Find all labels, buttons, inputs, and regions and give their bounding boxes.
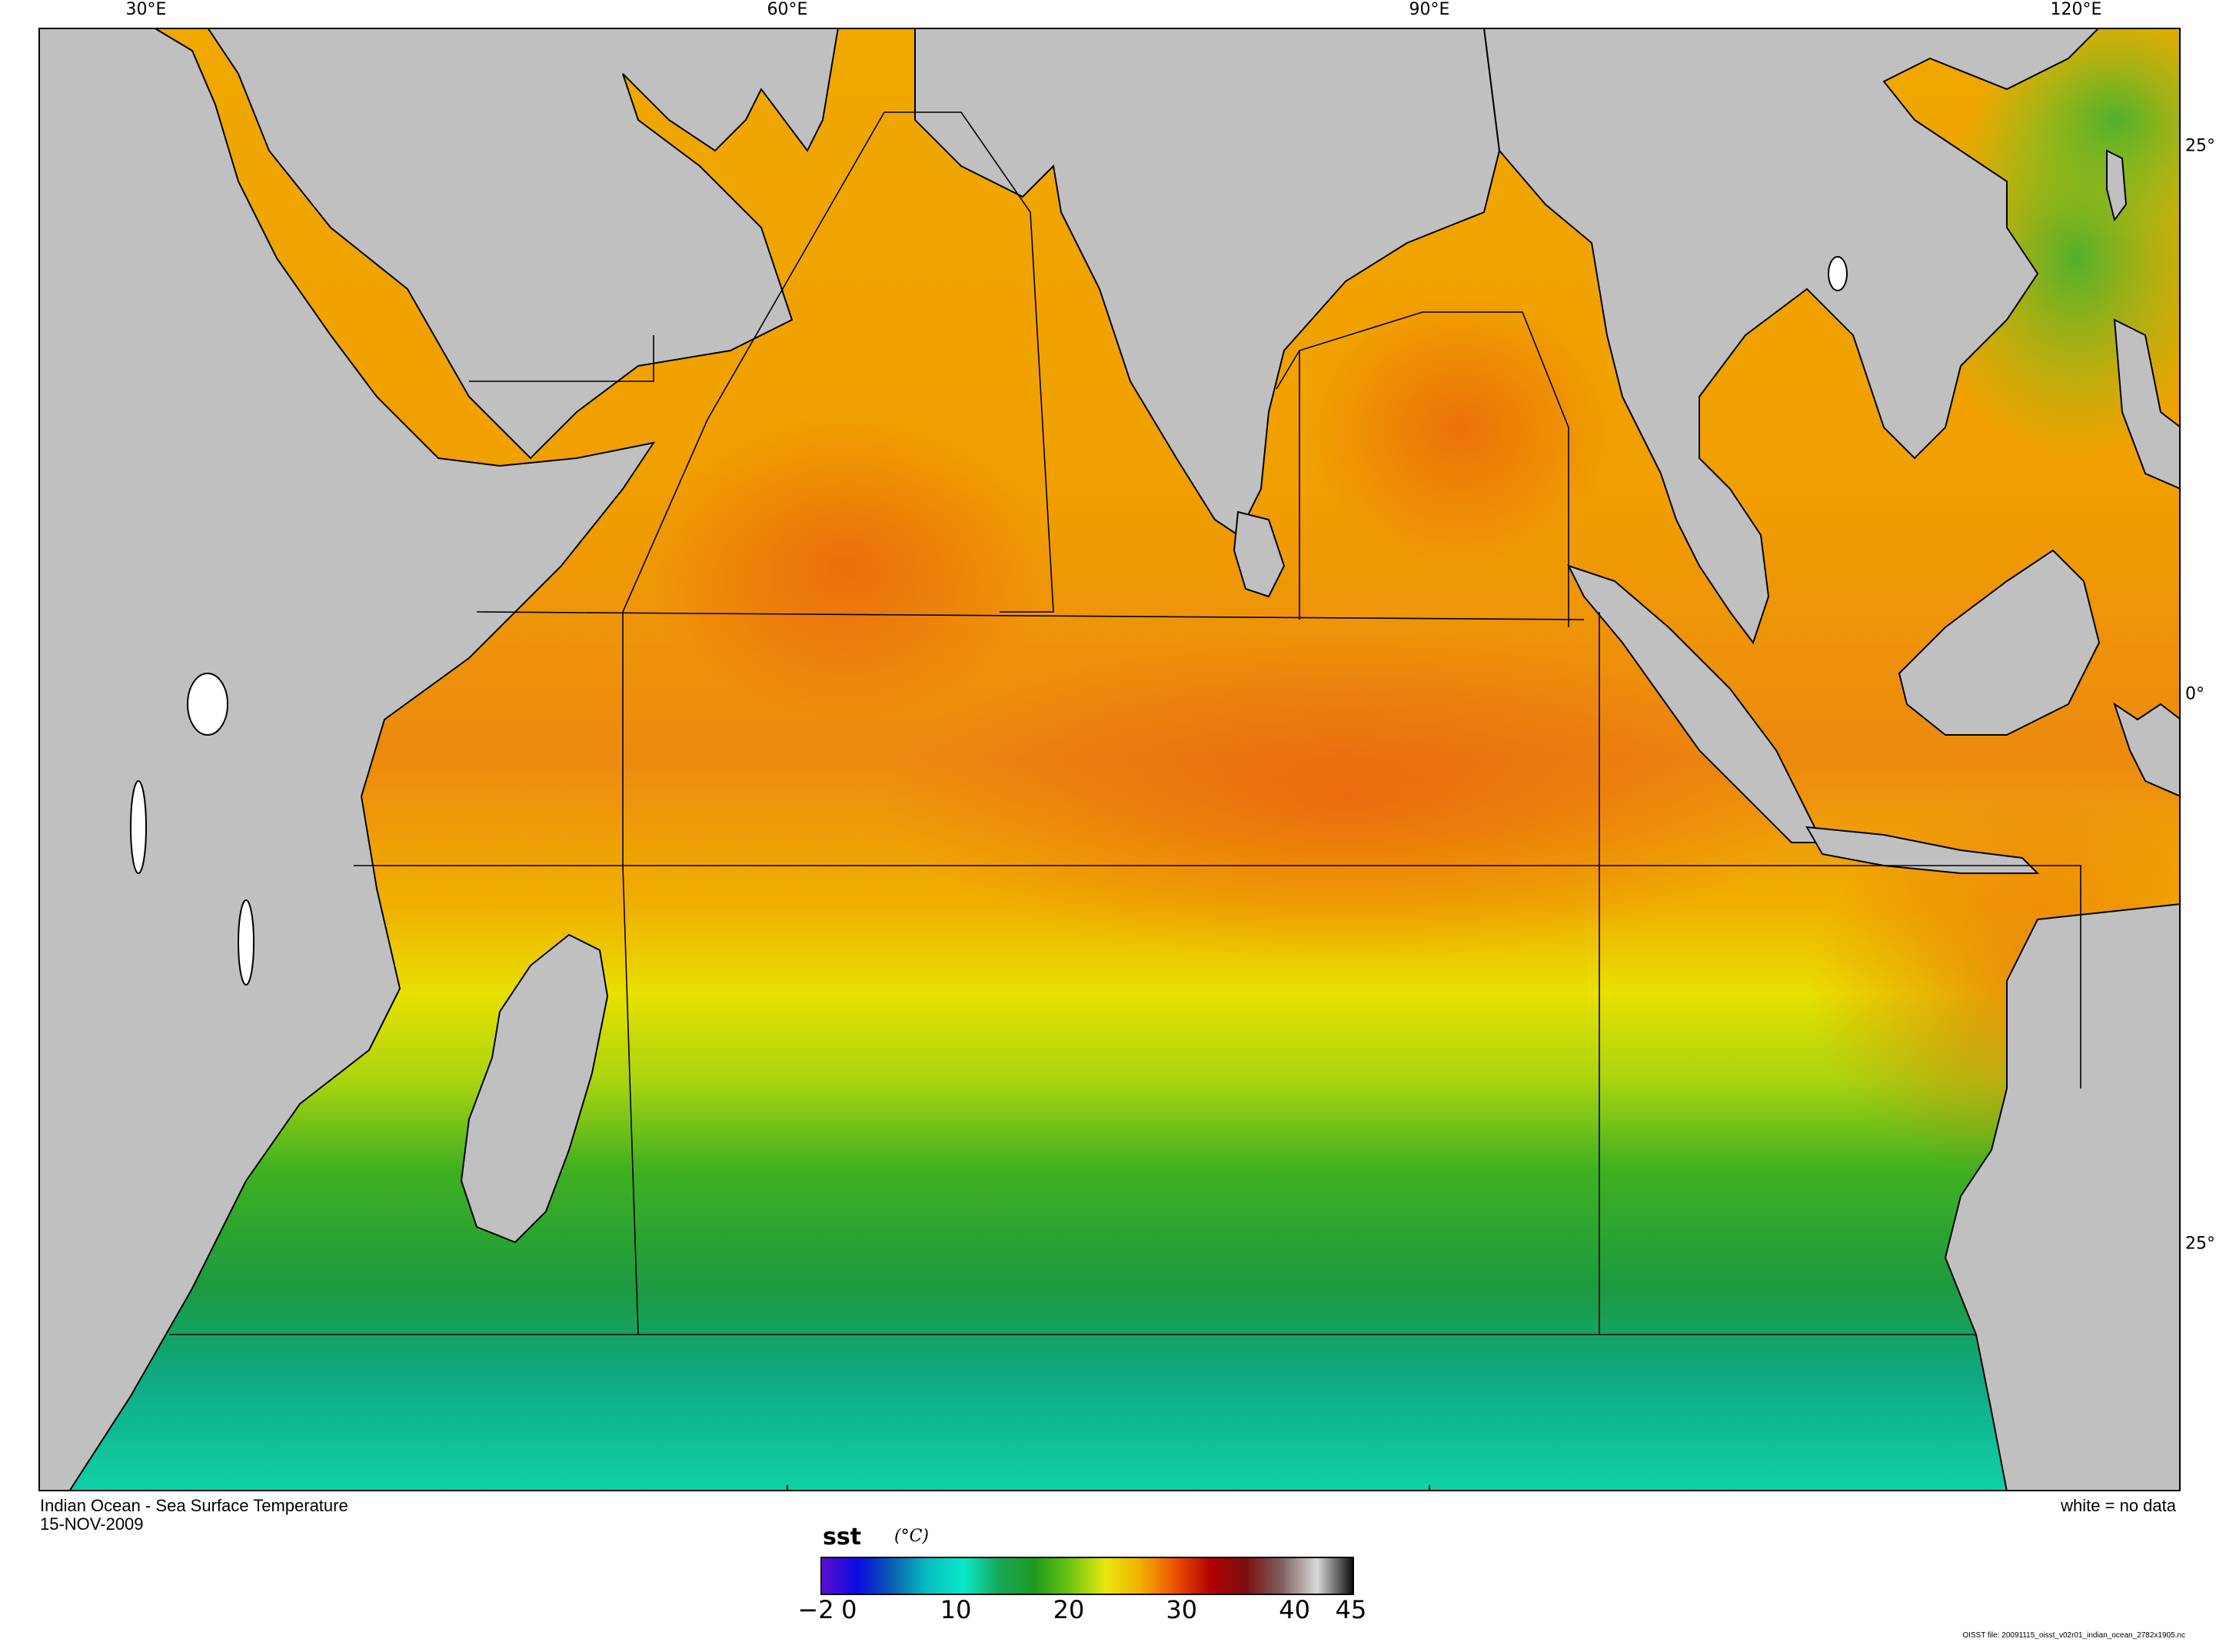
longitude-label-120e: 120°E: [2050, 0, 2102, 19]
latitude-label-25n: 25°: [2185, 136, 2215, 156]
longitude-label-30e: 30°E: [125, 0, 167, 19]
longitude-label-60e: 60°E: [767, 0, 808, 19]
land-sumatra: [1567, 564, 1824, 843]
land-southeast-asia: [1482, 28, 2101, 645]
land-africa-arabia: [38, 28, 840, 460]
longitude-label-90e: 90°E: [1409, 0, 1450, 19]
warm-patch-bay: [1307, 289, 1615, 566]
colorbar-tick-label: 30: [1166, 1595, 1198, 1624]
file-note: OISST file: 20091115_oisst_v02r01_indian…: [1962, 1631, 2185, 1640]
colorbar: [820, 1557, 1354, 1595]
boundary-bay-bengal: [1276, 311, 1569, 627]
latitude-label-0: 0°: [2185, 684, 2204, 704]
colorbar-units: (°C): [894, 1527, 929, 1546]
no-data-lake-malawi: [238, 899, 255, 986]
warm-patch-central: [884, 627, 1807, 966]
boundary-arabian-core: [884, 111, 1054, 613]
colorbar-tick-label: −2: [797, 1595, 834, 1624]
colorbar-variable: sst: [823, 1524, 862, 1551]
land-taiwan: [2106, 149, 2128, 222]
colorbar-tick-label: 0: [841, 1595, 857, 1624]
sst-map: [38, 28, 2181, 1491]
land-java: [1805, 826, 2040, 874]
land-philippines: [2113, 318, 2181, 490]
map-frame: [38, 28, 2181, 1491]
land-borneo: [1898, 549, 2101, 736]
no-data-lake-tonle-sap: [1828, 256, 1848, 291]
colorbar-tick-label: 45: [1335, 1595, 1367, 1624]
green-patch-china: [1976, 28, 2181, 243]
land-madagascar: [460, 933, 609, 1244]
boundary-south-tropical: [354, 865, 2081, 1089]
land-sulawesi: [2113, 702, 2181, 798]
boundary-arabian-sea: [469, 335, 654, 382]
boundary-arabian-west: [622, 111, 885, 613]
colorbar-tick-label: 10: [940, 1595, 972, 1624]
land-australia: [1944, 902, 2181, 1491]
latitude-label-25s: 25°: [2185, 1234, 2215, 1254]
boundary-central-south: [622, 612, 639, 1335]
land-sri-lanka: [1233, 510, 1286, 598]
colorbar-tick-label: 20: [1053, 1595, 1085, 1624]
land-east-africa: [38, 28, 656, 1491]
map-date: 15-NOV-2009: [40, 1514, 144, 1534]
land-india: [914, 28, 1501, 537]
map-title: Indian Ocean - Sea Surface Temperature: [40, 1496, 348, 1515]
no-data-lake-tanganyika: [130, 780, 147, 874]
no-data-lake-victoria: [187, 673, 228, 736]
warm-patch-arabian: [646, 412, 1046, 720]
boundary-equator-north: [476, 611, 1585, 620]
no-data-note: white = no data: [2061, 1496, 2176, 1515]
colorbar-tick-label: 40: [1279, 1595, 1310, 1624]
